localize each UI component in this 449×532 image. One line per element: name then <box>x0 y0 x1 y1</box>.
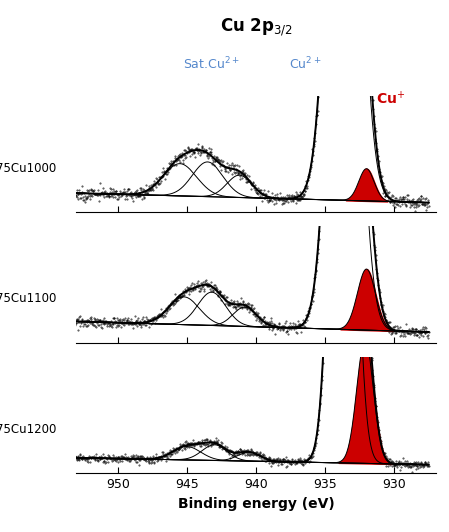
Text: 75Cu1000: 75Cu1000 <box>0 162 57 174</box>
Text: Cu$^{+}$: Cu$^{+}$ <box>376 90 405 107</box>
Text: Cu 2p$_{3/2}$: Cu 2p$_{3/2}$ <box>220 16 292 38</box>
Text: Sat.Cu$^{2+}$: Sat.Cu$^{2+}$ <box>183 55 239 72</box>
X-axis label: Binding energy (eV): Binding energy (eV) <box>177 497 335 511</box>
Text: 75Cu1200: 75Cu1200 <box>0 423 57 436</box>
Text: Cu$^{2+}$: Cu$^{2+}$ <box>289 55 321 72</box>
Text: 75Cu1100: 75Cu1100 <box>0 292 57 305</box>
